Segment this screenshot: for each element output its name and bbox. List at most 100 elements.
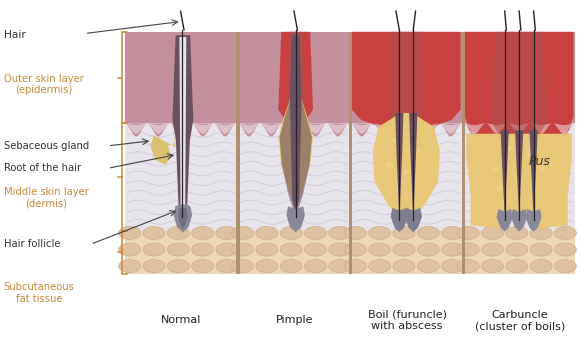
Ellipse shape [256,260,278,273]
Ellipse shape [345,243,367,256]
Polygon shape [396,113,404,220]
Ellipse shape [191,243,213,256]
Polygon shape [465,32,574,158]
Ellipse shape [280,226,302,239]
Polygon shape [515,130,523,217]
Circle shape [385,162,393,167]
Text: Subcutaneous
fat tissue: Subcutaneous fat tissue [3,282,74,304]
Ellipse shape [506,243,528,256]
Polygon shape [391,208,408,232]
Ellipse shape [191,226,213,239]
Polygon shape [501,130,509,217]
Text: Pus: Pus [528,155,550,168]
Text: Carbuncle
(cluster of boils): Carbuncle (cluster of boils) [475,310,565,331]
Bar [351,124,462,230]
Polygon shape [296,92,312,217]
Polygon shape [463,124,575,136]
Text: Pimple: Pimple [276,315,313,325]
Circle shape [391,138,399,143]
Ellipse shape [329,226,351,239]
Ellipse shape [256,226,278,239]
Bar [351,32,462,124]
Text: Outer skin layer
(epidermis): Outer skin layer (epidermis) [3,74,84,95]
Polygon shape [173,205,192,232]
Ellipse shape [417,226,439,239]
Circle shape [414,149,422,153]
Polygon shape [278,96,313,210]
Ellipse shape [554,260,577,273]
Ellipse shape [143,243,165,256]
Ellipse shape [216,226,238,239]
Text: Boil (furuncle)
with abscess: Boil (furuncle) with abscess [368,310,447,331]
Bar [238,230,349,274]
Polygon shape [525,209,542,231]
Bar [462,32,465,274]
Circle shape [498,187,506,192]
Ellipse shape [441,243,463,256]
Polygon shape [238,124,349,134]
Bar [463,230,575,274]
Circle shape [538,166,546,171]
Polygon shape [511,209,527,231]
Text: Hair: Hair [3,30,26,40]
Ellipse shape [530,243,552,256]
Polygon shape [405,208,422,232]
Ellipse shape [506,260,528,273]
Polygon shape [278,32,313,127]
Ellipse shape [119,226,141,239]
Polygon shape [150,127,176,165]
Bar [238,124,349,230]
Circle shape [527,152,535,157]
Ellipse shape [119,260,141,273]
Ellipse shape [168,226,189,239]
Bar [125,32,236,124]
Polygon shape [391,208,408,232]
Polygon shape [287,206,305,232]
Circle shape [492,166,500,171]
Ellipse shape [216,243,238,256]
Polygon shape [530,130,538,217]
Polygon shape [496,209,513,231]
Ellipse shape [119,243,141,256]
Bar [463,32,575,124]
Ellipse shape [393,260,415,273]
Ellipse shape [481,260,503,273]
Text: Normal: Normal [161,315,202,325]
Ellipse shape [168,243,189,256]
Ellipse shape [329,243,351,256]
Circle shape [515,176,523,181]
Bar [125,124,236,230]
Ellipse shape [345,260,367,273]
Ellipse shape [168,260,189,273]
Ellipse shape [143,226,165,239]
Ellipse shape [506,226,528,239]
Bar [463,124,575,230]
Ellipse shape [457,260,479,273]
Ellipse shape [441,260,463,273]
Text: Root of the hair: Root of the hair [3,163,81,173]
Polygon shape [178,208,187,229]
Ellipse shape [304,243,327,256]
Bar [236,32,240,274]
Circle shape [503,145,512,150]
Ellipse shape [231,260,253,273]
Ellipse shape [329,260,351,273]
Ellipse shape [369,260,391,273]
Text: Sebaceous gland: Sebaceous gland [3,141,89,151]
Polygon shape [287,32,305,117]
Ellipse shape [554,226,577,239]
Bar [125,230,236,274]
Polygon shape [389,32,423,137]
Ellipse shape [554,243,577,256]
Bar [238,32,349,124]
Polygon shape [179,37,186,213]
Polygon shape [405,208,422,232]
Ellipse shape [231,226,253,239]
Ellipse shape [457,226,479,239]
Ellipse shape [345,226,367,239]
Polygon shape [125,124,236,134]
Text: Hair follicle: Hair follicle [3,239,60,249]
Polygon shape [290,35,302,213]
Ellipse shape [393,243,415,256]
Ellipse shape [369,243,391,256]
